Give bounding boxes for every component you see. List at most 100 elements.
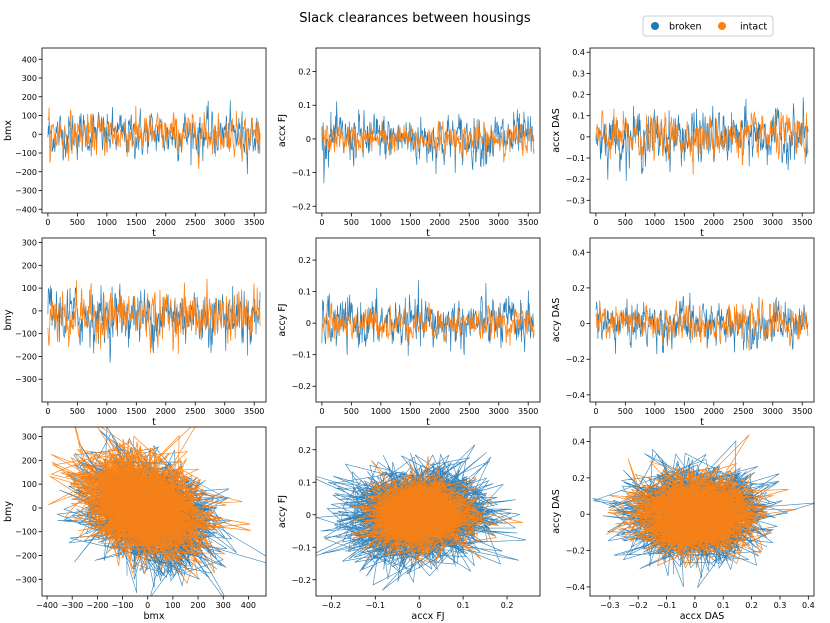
x-tick-label: 3500 [792, 407, 812, 416]
y-tick-label: −300 [15, 375, 37, 384]
y-tick-label: 0.4 [572, 248, 585, 257]
y-tick-label: −300 [15, 575, 37, 584]
x-tick-label: 1500 [126, 407, 146, 416]
subplot-grid: 0 500 1000 1500 2000 2500 3000 3500−400−300−200… [3, 47, 815, 622]
y-tick-label: 0 [306, 135, 311, 144]
x-tick-label: −100 [112, 601, 134, 610]
y-tick-label: 100 [22, 112, 37, 121]
y-tick-label: 0.2 [298, 68, 311, 77]
x-tick-label: 0 [593, 407, 598, 416]
legend: broken intact [642, 15, 774, 37]
y-tick-label: 0 [580, 320, 585, 329]
y-tick-label: −0.2 [566, 355, 585, 364]
x-tick-label: −0.1 [657, 601, 676, 610]
y-tick-label: 0.2 [298, 256, 311, 265]
series-trajectory-intact [348, 456, 523, 566]
y-tick-label: −400 [15, 205, 37, 214]
x-tick-label: 1000 [645, 218, 665, 227]
plot-area [316, 444, 526, 591]
x-tick-label: 2500 [459, 407, 479, 416]
x-tick-label: 3000 [489, 218, 509, 227]
y-tick-label: −200 [15, 168, 37, 177]
x-tick-label: 500 [70, 407, 85, 416]
x-tick-label: 2000 [704, 218, 724, 227]
x-tick-label: −0.1 [366, 601, 385, 610]
y-tick-label: 0 [32, 130, 37, 139]
y-tick-label: −0.2 [292, 202, 311, 211]
y-axis-label: accx FJ [277, 114, 288, 147]
x-tick-label: 200 [190, 601, 205, 610]
y-tick-label: −0.1 [566, 154, 585, 163]
legend-marker-intact [718, 22, 726, 30]
subplot-accy-fj-vs-accx-fj: −0.2 −0.1 0 0.1 0.2 −0.2 −0.1 0 0.1 0.2 accx FJ acc… [277, 426, 541, 622]
x-tick-label: 0 [45, 218, 50, 227]
y-tick-label: −100 [15, 330, 37, 339]
y-tick-label: −0.2 [292, 576, 311, 585]
y-axis-label: accy FJ [277, 495, 288, 528]
axes-frame [41, 237, 267, 403]
x-tick-label: 2500 [459, 218, 479, 227]
x-axis-label: t [426, 228, 430, 239]
y-axis-label: bmx [3, 120, 14, 141]
x-tick-label: 0.1 [457, 601, 470, 610]
x-tick-label: 3000 [215, 407, 235, 416]
x-tick-label: −400 [36, 601, 58, 610]
y-axis-label: bmy [3, 309, 14, 330]
x-tick-label: 0 [593, 218, 598, 227]
axes-frame [315, 426, 541, 597]
y-tick-label: 0.1 [572, 112, 585, 121]
y-tick-label: −0.4 [566, 583, 585, 592]
y-tick-label: 0 [32, 504, 37, 513]
series-trajectory-intact [606, 434, 797, 569]
x-tick-label: 1000 [371, 407, 391, 416]
x-tick-label: 2500 [185, 218, 205, 227]
x-tick-label: 1000 [371, 218, 391, 227]
series-line-intact [321, 119, 535, 163]
y-axis-label: accy DAS [551, 489, 562, 534]
y-tick-label: 0.2 [572, 284, 585, 293]
axes-frame [315, 237, 541, 403]
y-tick-label: −0.1 [292, 543, 311, 552]
y-tick-label: −0.1 [292, 169, 311, 178]
x-tick-label: 0.4 [802, 601, 815, 610]
series-line-intact [321, 300, 535, 346]
x-tick-label: −200 [86, 601, 108, 610]
x-axis-label: bmx [144, 611, 165, 622]
y-tick-label: 200 [22, 93, 37, 102]
x-tick-label: 2500 [185, 407, 205, 416]
y-axis-label: accx DAS [551, 108, 562, 153]
plot-area [47, 100, 261, 175]
x-tick-label: 0.2 [745, 601, 758, 610]
y-axis-label: accy FJ [277, 303, 288, 336]
x-tick-label: −300 [61, 601, 83, 610]
subplot-accx-fj-vs-t: 0 500 1000 1500 2000 2500 3000 3500 −0.2 −0.1 0 0.1… [277, 47, 541, 239]
x-tick-label: 1000 [645, 407, 665, 416]
x-tick-label: 1000 [97, 218, 117, 227]
x-tick-label: 300 [216, 601, 231, 610]
axes-frame [589, 426, 815, 597]
y-tick-label: −0.1 [292, 351, 311, 360]
legend-marker-broken [651, 22, 659, 30]
y-tick-label: −100 [15, 149, 37, 158]
x-tick-label: 2500 [733, 218, 753, 227]
y-tick-label: 300 [22, 433, 37, 442]
legend-label-intact: intact [740, 22, 767, 33]
y-tick-label: 300 [22, 74, 37, 83]
plot-area [592, 434, 814, 588]
subplot-accx-das-vs-t: 0 500 1000 1500 2000 2500 3000 3500 −0.3 −0.2 −0.1… [551, 47, 815, 239]
x-tick-label: 3500 [792, 218, 812, 227]
legend-label-broken: broken [669, 22, 702, 33]
y-tick-label: 0.2 [298, 446, 311, 455]
x-axis-label: accx FJ [411, 611, 444, 622]
x-tick-label: 500 [618, 407, 633, 416]
x-tick-label: 3500 [518, 407, 538, 416]
x-tick-label: 2500 [733, 407, 753, 416]
plot-area [321, 280, 535, 356]
y-tick-label: −0.2 [566, 175, 585, 184]
y-tick-label: −0.4 [566, 391, 585, 400]
x-tick-label: 400 [241, 601, 256, 610]
plot-area [48, 427, 266, 596]
y-tick-label: −0.2 [292, 382, 311, 391]
plot-area [321, 101, 535, 184]
